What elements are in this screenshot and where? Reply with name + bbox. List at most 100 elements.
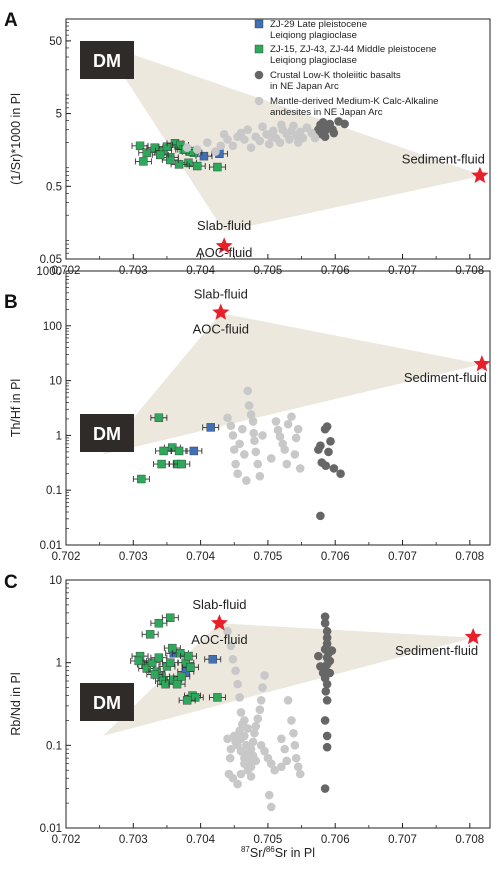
mantle-andesite-point (192, 145, 202, 154)
legend-label: Crustal Low-K tholeiitic basalts (270, 70, 401, 81)
mantle-andesite-point (266, 132, 276, 142)
x-tick-label: 0.707 (388, 834, 417, 846)
middle-pleistocene-point (177, 672, 186, 681)
mantle-andesite-point (290, 450, 300, 459)
y-tick-label: 50 (49, 36, 62, 48)
panel-letter: A (4, 10, 18, 31)
middle-pleistocene-point (156, 150, 165, 160)
crustal-basalt-point (322, 731, 332, 741)
mantle-andesite-point (228, 654, 238, 664)
dm-box (80, 683, 134, 721)
late-pleistocene-point (189, 446, 199, 456)
series-middle-pleistocene (130, 613, 226, 705)
mantle-andesite-point (182, 143, 192, 152)
plot-frame (65, 18, 491, 260)
series-mantle (223, 626, 305, 812)
mantle-andesite-point (243, 724, 253, 733)
crustal-basalt-point (314, 651, 323, 661)
mantle-andesite-point (246, 143, 256, 152)
middle-pleistocene-point (137, 474, 146, 484)
y-tick-label: 10 (49, 575, 62, 587)
middle-pleistocene-point (184, 158, 193, 168)
star-label: Sediment-fluid (402, 152, 485, 167)
mantle-andesite-point (277, 734, 286, 744)
dm-box (80, 41, 134, 79)
y-tick-label: 1 (56, 430, 62, 442)
legend-label-secondary: in NE Japan Arc (270, 81, 339, 92)
middle-pleistocene-point (147, 658, 157, 667)
legend-label-secondary: Leiqiong plagioclase (270, 55, 357, 66)
crustal-basalt-point (326, 437, 335, 446)
mantle-andesite-point (231, 666, 240, 675)
mantle-andesite-point (293, 762, 303, 772)
middle-pleistocene-point (193, 161, 202, 171)
mantle-andesite-point (246, 772, 256, 781)
mantle-andesite-point (226, 421, 236, 431)
x-tick-label: 0.705 (254, 834, 283, 846)
legend-swatch (254, 96, 264, 106)
mantle-andesite-point (293, 424, 303, 434)
series-crustal (314, 117, 349, 142)
mantle-andesite-point (242, 476, 251, 485)
mantle-andesite-point (255, 705, 265, 714)
y-tick-label: 0.05 (40, 254, 62, 266)
crustal-basalt-point (320, 716, 330, 725)
mantle-andesite-point (255, 471, 265, 481)
mantle-andesite-point (250, 436, 259, 446)
late-pleistocene-point (199, 151, 209, 161)
mantle-andesite-point (251, 721, 261, 731)
x-tick-label: 0.708 (455, 834, 484, 846)
middle-pleistocene-point (213, 693, 222, 702)
y-tick-label: 0.01 (40, 823, 62, 835)
crustal-basalt-point (321, 461, 331, 470)
middle-pleistocene-point (174, 446, 184, 456)
panel-c: C 0.702 0.703 0.704 0.705 0.706 0.707 0.708 0.01… (4, 572, 491, 860)
x-tick-label: 0.706 (321, 834, 350, 846)
mantle-andesite-point (258, 122, 267, 132)
crustal-basalt-point (322, 696, 332, 705)
mantle-andesite-point (246, 744, 256, 754)
mixing-field (103, 623, 474, 736)
mantle-andesite-point (256, 696, 266, 705)
series-mantle (182, 120, 320, 156)
mantle-andesite-point (240, 753, 249, 763)
dm-box (80, 414, 134, 452)
mantle-andesite-point (223, 135, 232, 144)
mantle-andesite-point (253, 714, 263, 723)
y-tick-label: 5 (56, 109, 62, 121)
fluid-star (464, 627, 482, 645)
x-tick-label: 0.705 (254, 551, 283, 563)
mantle-andesite-point (283, 696, 293, 705)
series-late-pleistocene (185, 423, 220, 456)
mantle-andesite-point (287, 716, 296, 725)
mantle-andesite-point (228, 773, 238, 783)
series-middle-pleistocene (131, 139, 226, 172)
middle-pleistocene-point (135, 141, 145, 151)
mantle-andesite-point (290, 741, 300, 750)
mantle-andesite-point (258, 431, 267, 440)
mantle-andesite-point (225, 753, 235, 763)
x-tick-label: 0.708 (455, 551, 484, 563)
fluid-star (473, 355, 491, 372)
mantle-andesite-point (282, 459, 292, 469)
middle-pleistocene-point (166, 658, 175, 667)
star-label-secondary: AOC-fluid (193, 321, 249, 336)
crustal-basalt-point (324, 447, 333, 457)
crustal-basalt-point (320, 784, 330, 793)
mantle-andesite-point (243, 386, 253, 396)
mixing-field (103, 313, 482, 455)
mantle-andesite-point (233, 779, 242, 789)
y-tick-label: 1000 (36, 266, 62, 278)
star-label-secondary: AOC-fluid (191, 632, 247, 647)
mantle-andesite-point (223, 734, 232, 744)
mantle-andesite-point (285, 135, 294, 144)
fluid-star (212, 303, 230, 320)
mantle-andesite-point (249, 428, 259, 438)
crustal-basalt-point (325, 668, 335, 678)
mantle-andesite-point (251, 756, 261, 766)
mantle-andesite-point (287, 126, 296, 136)
mantle-andesite-point (233, 469, 242, 479)
mantle-andesite-point (258, 683, 267, 692)
mantle-andesite-point (233, 679, 242, 689)
dm-label: DM (93, 424, 121, 444)
